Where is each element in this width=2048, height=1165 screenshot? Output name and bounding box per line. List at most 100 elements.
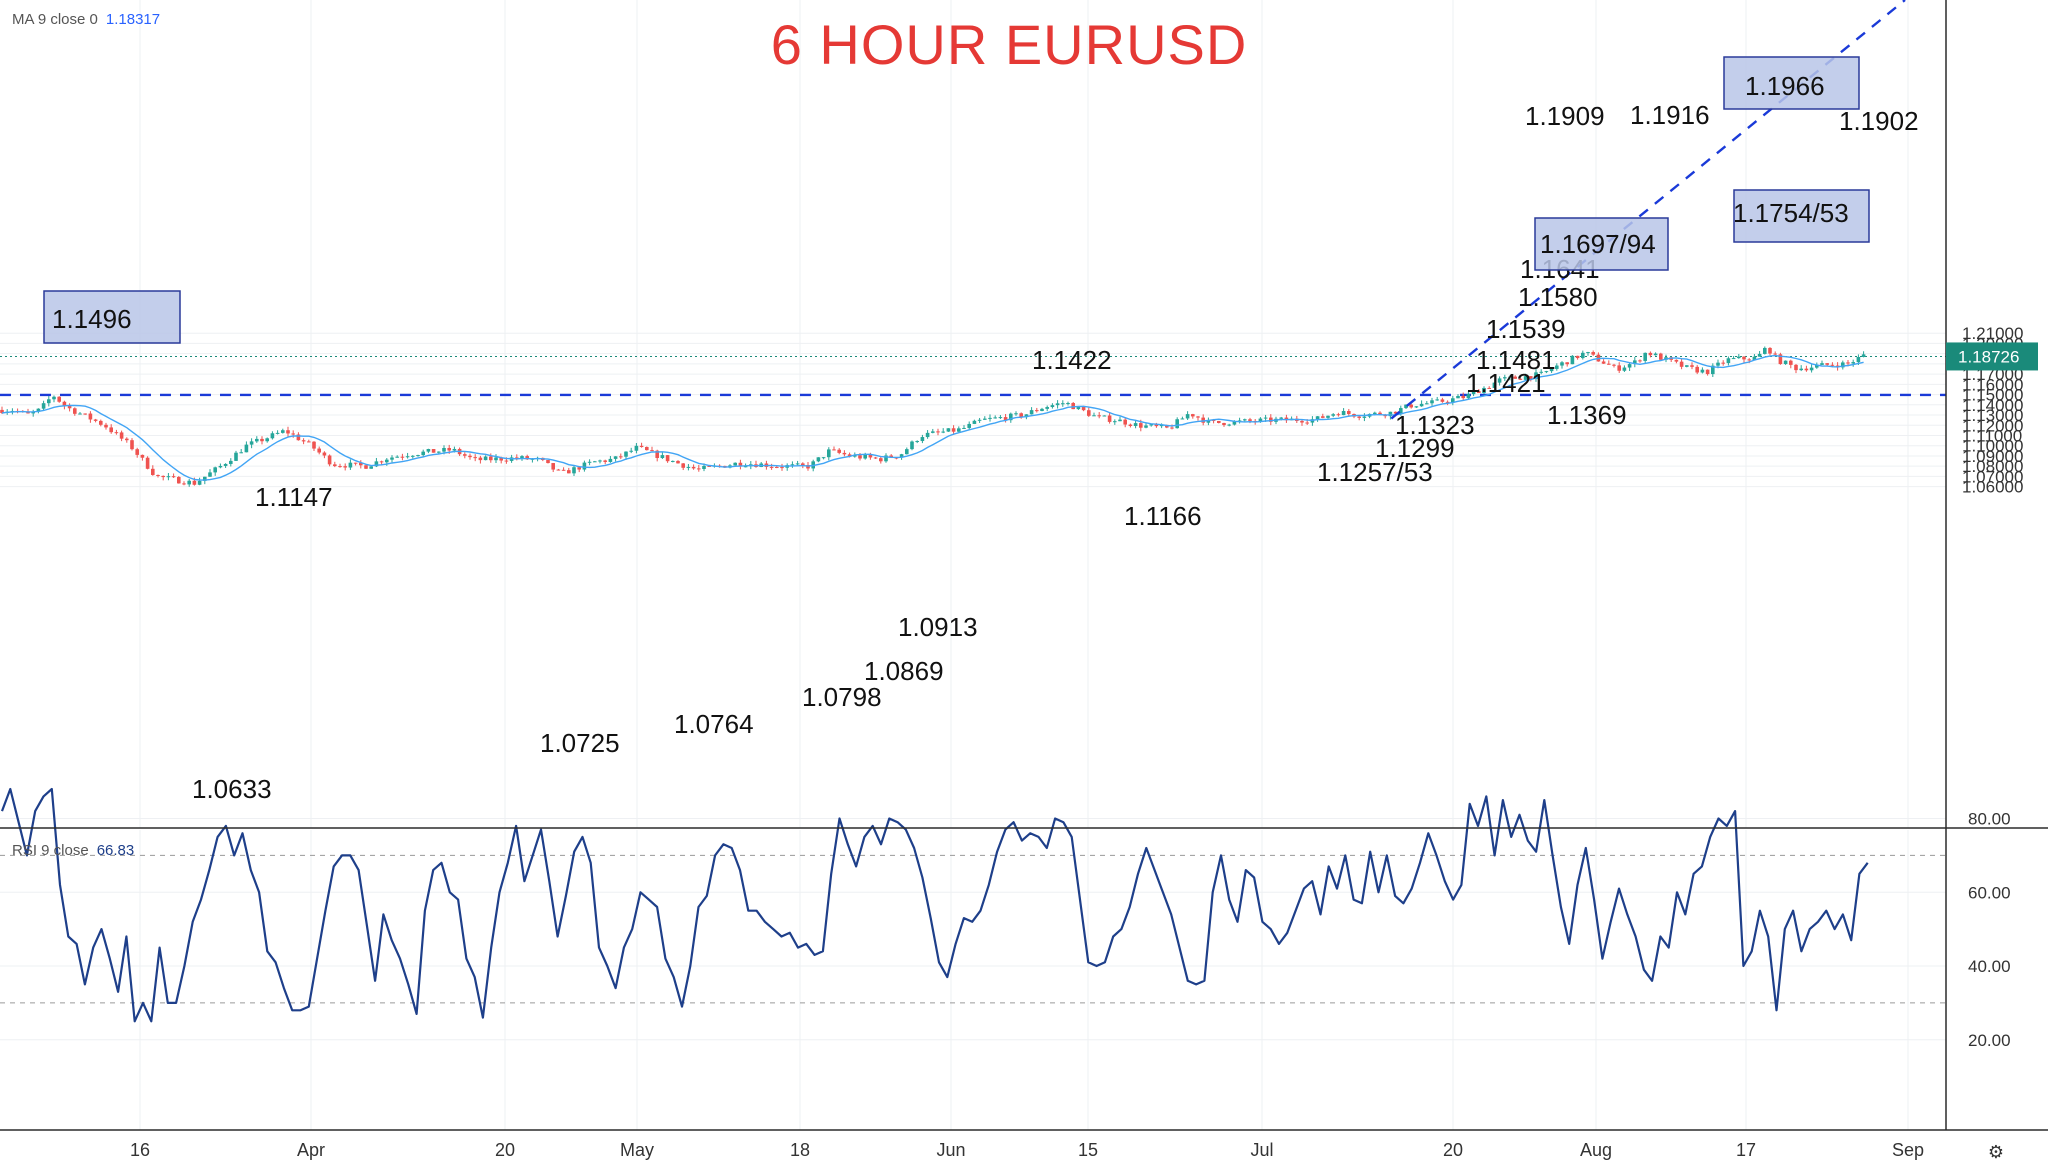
candle-body [603, 460, 607, 462]
candle-body [520, 456, 524, 459]
candle-body [1409, 404, 1413, 408]
candle-body [1627, 364, 1632, 368]
rsi-tick-label: 40.00 [1968, 957, 2011, 976]
candle-body [411, 455, 415, 457]
candle-body [1211, 419, 1216, 421]
candle-body [1159, 424, 1164, 427]
candle-body [1341, 411, 1346, 416]
candle-body [1263, 417, 1268, 419]
candle-body [546, 460, 550, 464]
ma-indicator-legend[interactable]: MA 9 close 0 1.18317 [12, 11, 160, 28]
candle-body [452, 448, 457, 451]
candle-body [1690, 365, 1694, 367]
candle-body [853, 455, 857, 457]
candle-body [1841, 362, 1845, 368]
candle-body [1175, 419, 1179, 429]
candle-body [1061, 403, 1065, 405]
candle-body [1097, 415, 1101, 417]
candle-body [515, 457, 519, 459]
candle-body [338, 466, 342, 468]
candle-body [665, 455, 670, 462]
candle-body [47, 399, 51, 404]
annotation-label: 1.1539 [1486, 314, 1566, 344]
candle-body [598, 460, 602, 462]
candle-body [1087, 410, 1091, 416]
candle-body [177, 476, 181, 484]
rsi-indicator-legend[interactable]: RSI 9 close 66.83 [12, 842, 134, 859]
candle-body [291, 433, 295, 435]
annotation-label: 1.1697/94 [1540, 229, 1656, 259]
candle-body [135, 449, 139, 455]
candle-body [1133, 423, 1138, 427]
candle-body [1321, 416, 1325, 418]
candle-body [962, 427, 966, 429]
time-tick-label: May [620, 1140, 654, 1160]
candle-body [941, 431, 945, 433]
candle-body [182, 483, 186, 485]
time-tick-label: Sep [1892, 1140, 1924, 1160]
time-tick-label: 15 [1078, 1140, 1098, 1160]
candle-body [1430, 400, 1434, 404]
candle-body [1222, 422, 1226, 426]
candle-body [1783, 360, 1788, 365]
candle-body [1050, 405, 1055, 408]
time-tick-label: 16 [130, 1140, 150, 1160]
candle-body [655, 450, 659, 459]
candle-body [1731, 358, 1736, 360]
candle-body [1513, 376, 1517, 379]
candle-body [702, 465, 706, 469]
annotation-label: 1.1580 [1518, 282, 1598, 312]
settings-gear-icon[interactable]: ⚙ [1988, 1142, 2004, 1162]
candle-body [83, 413, 87, 415]
price-tick-label: 1.15000 [1962, 386, 2023, 405]
candle-body [1399, 408, 1403, 414]
candle-body [577, 467, 581, 470]
candle-body [816, 457, 821, 462]
candle-body [130, 440, 134, 450]
candle-body [1362, 416, 1367, 418]
candle-body [1768, 347, 1772, 354]
candle-body [151, 468, 155, 475]
candle-body [899, 454, 904, 458]
candle-body [166, 476, 171, 478]
candle-body [1196, 416, 1200, 418]
candle-body [1081, 406, 1086, 411]
candle-body [1487, 387, 1491, 389]
candle-body [1560, 362, 1564, 366]
candle-body [1066, 403, 1070, 405]
candle-body [270, 433, 275, 439]
price-annotations: 1.1496 1.1147 1.0633 1.0725 1.0764 1.07981.08… [43, 56, 1919, 804]
candle-body [847, 454, 852, 457]
candle-body [879, 458, 883, 462]
candle-body [1113, 421, 1117, 423]
candle-body [1508, 376, 1512, 378]
candle-body [1118, 419, 1122, 422]
candle-body [613, 456, 618, 459]
rsi-tick-label: 60.00 [1968, 883, 2011, 902]
time-tick-label: Aug [1580, 1140, 1612, 1160]
price-tick-label: 1.06000 [1962, 478, 2023, 497]
candle-body [379, 461, 384, 463]
candle-body [1180, 418, 1185, 420]
candle-body [255, 438, 259, 442]
candle-body [468, 455, 472, 458]
candle-body [1461, 396, 1465, 399]
candle-body [1674, 359, 1679, 362]
annotation-label: 1.1299 [1375, 433, 1455, 463]
candle-body [1107, 415, 1112, 422]
ma-indicator-label: MA 9 close 0 [12, 11, 98, 28]
candle-body [385, 459, 389, 463]
annotation-label: 1.1323 [1395, 410, 1475, 440]
candle-body [1794, 364, 1798, 371]
price-tick-label: 1.12000 [1962, 416, 2023, 435]
candle-body [1721, 362, 1725, 364]
candle-body [1529, 376, 1533, 379]
rsi-line [0, 787, 1869, 1023]
annotation-label: 1.1166 [1124, 501, 1202, 531]
candle-body [161, 475, 165, 478]
candle-body [1575, 355, 1580, 359]
candle-body [437, 451, 441, 453]
candle-body [1685, 365, 1689, 367]
candle-body [863, 454, 867, 459]
annotation-label: 1.1966 [1745, 71, 1825, 101]
